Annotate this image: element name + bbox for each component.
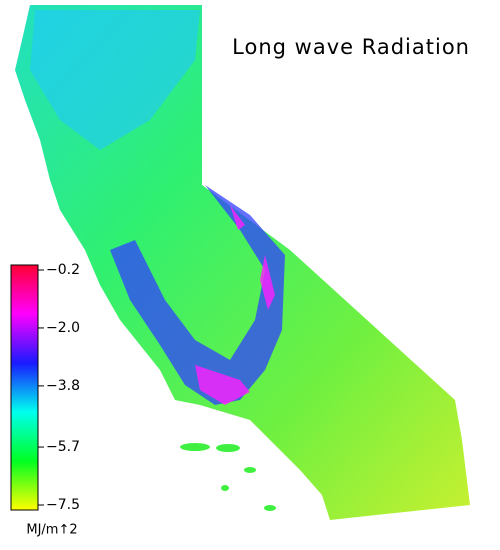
colorbar-tick-label: −5.7 xyxy=(46,439,80,455)
colorbar-ramp xyxy=(10,264,39,511)
sierra-band xyxy=(110,185,285,405)
colorbar-units: MJ/m↑2 xyxy=(26,523,77,538)
map-title: Long wave Radiation xyxy=(232,35,470,59)
colorbar-tick-label: −0.2 xyxy=(46,262,80,278)
colorbar: −0.2 −2.0 −3.8 −5.7 −7.5 xyxy=(10,262,80,513)
california-map xyxy=(15,5,470,520)
north-band xyxy=(30,10,200,150)
colorbar-tick-label: −3.8 xyxy=(46,378,80,394)
colorbar-tick-label: −7.5 xyxy=(46,497,80,513)
colorbar-tick-label: −2.0 xyxy=(46,320,80,336)
land xyxy=(15,5,470,520)
islands xyxy=(180,443,276,511)
peak-band xyxy=(195,205,275,405)
